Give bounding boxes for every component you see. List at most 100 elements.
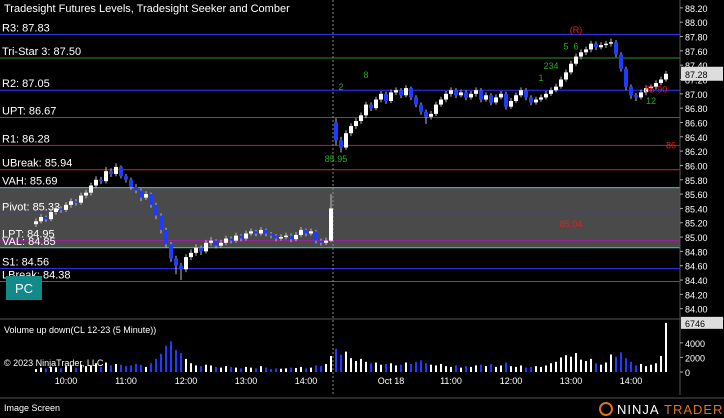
annotation: 5 — [563, 41, 568, 51]
volume-bar — [585, 361, 587, 372]
volume-bar — [270, 369, 272, 372]
volume-bar — [630, 361, 632, 372]
volume-bar — [435, 365, 437, 372]
candle-body — [209, 240, 213, 243]
logo-text-b: TRADER — [664, 402, 723, 417]
candle-body — [454, 90, 458, 96]
y-tick-label: 86.80 — [685, 104, 708, 114]
candle-body — [149, 194, 153, 205]
volume-bar — [40, 367, 42, 372]
candle-body — [474, 90, 478, 94]
candle-body — [219, 242, 223, 246]
volume-bar — [635, 365, 637, 372]
candle-body — [154, 204, 158, 216]
candle-body — [69, 201, 73, 205]
y-tick-label: 87.40 — [685, 61, 708, 71]
volume-bar — [625, 358, 627, 372]
volume-bar — [160, 353, 162, 372]
volume-bar — [150, 363, 152, 372]
volume-bar — [335, 348, 337, 372]
candle-body — [359, 115, 363, 122]
volume-bar — [380, 364, 382, 372]
annotation: 85.04 — [560, 219, 583, 229]
volume-bar — [440, 363, 442, 372]
volume-bar — [595, 363, 597, 372]
volume-bar — [210, 365, 212, 372]
candle-body — [499, 93, 503, 98]
candle-body — [529, 97, 533, 103]
candle-body — [389, 92, 393, 101]
volume-bar — [450, 366, 452, 372]
candle-body — [659, 79, 663, 84]
candle-body — [619, 54, 623, 69]
x-tick-label: 14:00 — [295, 376, 318, 386]
volume-bar — [295, 367, 297, 372]
volume-bar — [540, 366, 542, 372]
logo-icon — [599, 402, 613, 416]
level-label: R2: 87.05 — [2, 78, 50, 90]
volume-bar — [320, 366, 322, 372]
pc-button-label[interactable]: PC — [15, 281, 33, 296]
candle-body — [339, 140, 343, 148]
volume-bar — [265, 367, 267, 372]
candle-body — [39, 217, 43, 222]
candle-body — [349, 126, 353, 134]
x-tick-label: 14:00 — [620, 376, 643, 386]
volume-bar — [640, 363, 642, 372]
volume-bar — [590, 358, 592, 372]
candle-body — [334, 122, 338, 141]
candle-body — [509, 100, 513, 107]
volume-bar — [190, 363, 192, 372]
y-tick-label: 84.00 — [685, 305, 708, 315]
volume-bar — [285, 368, 287, 372]
y-tick-label: 86.00 — [685, 161, 708, 171]
volume-bar — [35, 369, 37, 372]
level-label: UPT: 86.67 — [2, 105, 56, 117]
volume-bar — [100, 366, 102, 372]
y-tick-label: 88.20 — [685, 4, 708, 14]
volume-bar — [185, 358, 187, 372]
volume-bar — [550, 363, 552, 372]
volume-bar — [660, 355, 662, 372]
volume-bar — [545, 365, 547, 372]
y-tick-label: 85.40 — [685, 204, 708, 214]
candle-body — [84, 192, 88, 196]
volume-bar — [400, 364, 402, 372]
pc-button[interactable] — [6, 276, 42, 300]
candle-body — [404, 88, 408, 96]
volume-bar — [370, 363, 372, 372]
annotation: 86.90 — [645, 84, 668, 94]
volume-bar — [50, 366, 52, 372]
candle-body — [94, 179, 98, 186]
candle-body — [494, 97, 498, 103]
y-tick-label: 84.40 — [685, 276, 708, 286]
candle-body — [589, 43, 593, 50]
candle-body — [614, 42, 618, 55]
volume-bar — [135, 363, 137, 372]
y-tick-label: 85.60 — [685, 190, 708, 200]
candle-body — [329, 208, 333, 241]
candle-body — [59, 208, 63, 210]
volume-bar — [555, 361, 557, 372]
candle-body — [534, 99, 538, 103]
candle-body — [44, 217, 48, 220]
candle-body — [139, 190, 143, 198]
candle-body — [89, 185, 93, 193]
volume-bar — [165, 345, 167, 372]
candle-body — [129, 179, 133, 187]
volume-bar — [280, 368, 282, 372]
candle-body — [444, 93, 448, 100]
candle-body — [514, 95, 518, 101]
volume-bar — [70, 365, 72, 372]
volume-bar — [490, 363, 492, 372]
candle-body — [479, 90, 483, 100]
volume-bar — [275, 368, 277, 372]
candle-body — [299, 229, 303, 235]
candle-body — [164, 229, 168, 245]
candle-body — [214, 240, 218, 246]
volume-bar — [665, 322, 667, 372]
candle-body — [384, 93, 388, 101]
candle-body — [419, 104, 423, 112]
volume-bar — [115, 363, 117, 372]
